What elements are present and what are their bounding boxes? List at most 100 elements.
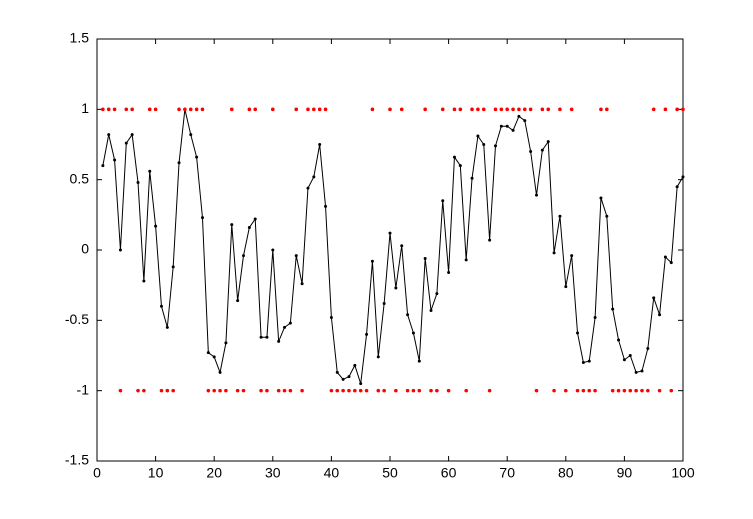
marker [177, 107, 181, 112]
marker [113, 158, 117, 162]
marker [171, 265, 175, 269]
marker [552, 251, 556, 255]
marker [476, 134, 480, 138]
marker [165, 325, 169, 329]
marker [247, 107, 252, 112]
marker [306, 186, 310, 190]
y-tick-label: -1 [77, 381, 90, 397]
marker [499, 124, 503, 128]
marker [487, 388, 492, 393]
marker [610, 388, 615, 393]
x-tick-label: 10 [148, 465, 164, 481]
x-tick-label: 0 [93, 465, 101, 481]
marker [323, 107, 328, 112]
marker [130, 107, 134, 112]
marker [570, 254, 574, 258]
marker [229, 107, 234, 112]
y-tick-label: 1.5 [70, 30, 90, 46]
x-tick-label: 40 [324, 465, 340, 481]
marker [581, 361, 585, 365]
marker [341, 377, 345, 381]
marker [481, 107, 486, 112]
marker [587, 388, 592, 393]
marker [646, 346, 650, 350]
marker [681, 175, 685, 179]
marker [359, 382, 363, 386]
marker [165, 388, 170, 393]
marker [189, 133, 193, 137]
marker [365, 332, 369, 336]
marker [282, 388, 287, 393]
marker [634, 370, 638, 374]
marker [341, 388, 345, 393]
marker [429, 388, 433, 393]
marker [411, 388, 416, 393]
marker [575, 388, 580, 393]
marker [382, 388, 386, 393]
marker [347, 388, 351, 393]
marker [540, 148, 544, 152]
marker [464, 388, 468, 393]
marker [634, 388, 638, 393]
marker [423, 107, 427, 112]
marker [265, 388, 269, 393]
marker [394, 388, 398, 393]
marker [564, 388, 568, 393]
marker [534, 388, 539, 393]
marker [476, 107, 480, 112]
marker [277, 339, 281, 343]
marker [482, 143, 486, 146]
marker [148, 169, 152, 173]
marker [675, 107, 679, 112]
marker [657, 388, 662, 393]
marker [493, 107, 498, 112]
x-tick-label: 50 [382, 465, 398, 481]
marker [440, 107, 445, 112]
marker [353, 363, 357, 367]
marker [335, 370, 339, 374]
x-tick-label: 80 [558, 465, 574, 481]
marker [517, 114, 521, 118]
marker [599, 196, 603, 200]
marker [224, 388, 228, 393]
marker [347, 375, 351, 379]
marker [324, 204, 328, 208]
marker [107, 133, 111, 137]
marker [651, 107, 656, 112]
marker [470, 176, 474, 180]
marker [288, 321, 292, 325]
marker [241, 388, 246, 393]
marker [546, 107, 551, 112]
marker [388, 107, 392, 112]
marker [253, 107, 258, 112]
marker [376, 388, 381, 393]
marker [130, 133, 134, 137]
marker [616, 388, 621, 393]
marker [517, 107, 521, 112]
marker [118, 388, 123, 393]
marker [569, 107, 574, 112]
marker [464, 258, 468, 262]
marker [622, 388, 627, 393]
marker [417, 388, 422, 393]
line [102, 109, 684, 384]
marker [206, 388, 211, 393]
marker [300, 282, 304, 286]
marker [247, 225, 251, 229]
marker [581, 388, 586, 393]
marker [493, 144, 497, 148]
marker [101, 164, 105, 168]
marker [206, 351, 210, 355]
marker [406, 313, 410, 317]
marker [458, 107, 463, 112]
marker [388, 231, 392, 235]
marker [118, 248, 122, 252]
marker [405, 388, 410, 393]
x-tick-label: 20 [206, 465, 222, 481]
marker [522, 107, 527, 112]
marker [523, 119, 527, 123]
marker [540, 107, 545, 112]
y-tick-label: 0 [81, 241, 89, 257]
marker [411, 331, 415, 335]
marker [242, 254, 245, 258]
